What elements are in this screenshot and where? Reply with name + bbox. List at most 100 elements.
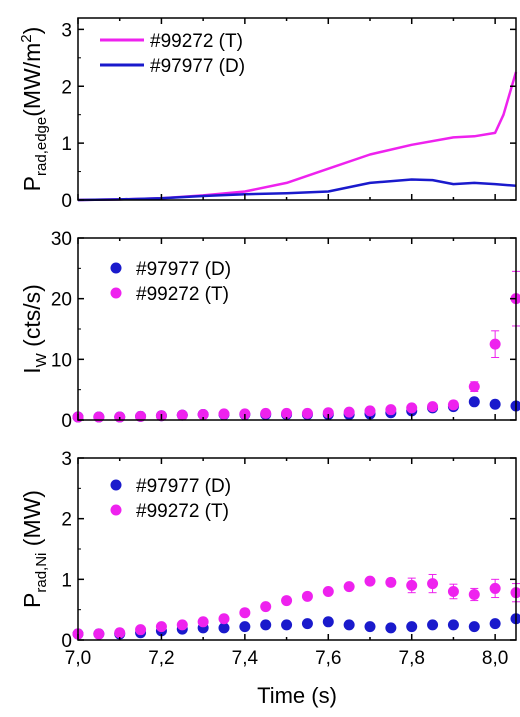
y-tick-label: 2 (61, 77, 72, 98)
data-point (489, 582, 501, 594)
panel-radiated-edge-plot (77, 71, 518, 202)
y-tick-label: 0 (61, 631, 72, 652)
data-point (239, 408, 251, 420)
data-point (468, 396, 480, 408)
legend-label: #99272 (T) (150, 31, 243, 52)
data-point (176, 619, 188, 631)
panel-radiated-ni-plot (72, 573, 520, 640)
data-point (93, 411, 105, 423)
legend-marker (110, 262, 122, 274)
data-point (260, 601, 272, 613)
data-point (197, 616, 209, 628)
data-point (427, 401, 439, 413)
data-point (93, 628, 105, 640)
data-point (301, 590, 313, 602)
x-tick-label: 7,6 (315, 648, 341, 669)
data-point (301, 618, 313, 630)
series-line (77, 178, 517, 202)
x-tick-label: 7,8 (399, 648, 425, 669)
data-point (385, 404, 397, 416)
data-point (155, 621, 167, 633)
data-point (468, 589, 480, 600)
y-tick-label: 20 (51, 290, 72, 311)
legend-label: #99272 (T) (136, 284, 229, 305)
legend-marker (110, 287, 122, 299)
data-point (385, 622, 397, 634)
panel-radiated-edge-frame (77, 17, 517, 201)
data-point (114, 627, 126, 639)
legend-marker (110, 504, 122, 516)
x-tick-label: 7,2 (148, 648, 174, 669)
data-point (427, 578, 439, 590)
data-point (135, 410, 147, 422)
data-point (427, 619, 439, 631)
data-point (239, 621, 251, 633)
data-point (406, 579, 418, 591)
data-point (364, 621, 376, 633)
data-point (364, 405, 376, 417)
data-point (322, 407, 334, 419)
data-point (218, 408, 230, 420)
data-point (468, 381, 480, 393)
panel-radiated-edge-ylabel: Prad,edge(MW/m2) (18, 27, 50, 192)
data-point (176, 409, 188, 421)
data-point (489, 338, 501, 350)
y-tick-label: 0 (61, 191, 72, 212)
data-point (197, 409, 209, 421)
legend-label: #97977 (D) (136, 476, 231, 497)
data-point (260, 407, 272, 419)
y-tick-label: 3 (61, 449, 72, 470)
panel-tungsten-intensity: IW (cts/s) 0 10 20 30 #97977 (D) #99272 (T) (19, 229, 520, 432)
panel-tungsten-intensity-ylabel: IW (cts/s) (19, 284, 50, 374)
panel-radiated-ni-xticks: 7,0 7,2 7,4 7,6 7,8 8,0 (65, 458, 508, 669)
panel-radiated-edge-yticks: 0 1 2 3 (61, 18, 516, 212)
x-tick-label: 7,0 (65, 648, 91, 669)
data-point (281, 595, 293, 607)
data-point (218, 613, 230, 625)
series-line (77, 71, 518, 202)
y-tick-label: 3 (61, 20, 72, 41)
x-axis-label: Time (s) (257, 683, 337, 708)
data-point (343, 619, 355, 631)
data-point (406, 621, 418, 633)
y-tick-label: 0 (61, 411, 72, 432)
data-point (239, 607, 251, 619)
legend-label: #97977 (D) (136, 259, 231, 280)
legend-label: #97977 (D) (150, 56, 245, 77)
y-tick-label: 1 (61, 570, 72, 591)
y-tick-label: 10 (51, 350, 72, 371)
data-point (322, 585, 334, 597)
panel-radiated-edge-legend: #99272 (T) #97977 (D) (100, 31, 245, 77)
panel-radiated-ni-ylabel: Prad,Ni (MW) (19, 490, 50, 608)
legend-marker (110, 479, 122, 491)
data-point (343, 581, 355, 593)
data-point (447, 399, 459, 411)
y-tick-label: 2 (61, 510, 72, 531)
data-point (281, 619, 293, 631)
panel-tungsten-intensity-legend: #97977 (D) #99272 (T) (110, 259, 231, 305)
legend-label: #99272 (T) (136, 501, 229, 522)
data-point (468, 621, 480, 633)
data-point (489, 618, 501, 630)
data-point (447, 619, 459, 631)
data-point (135, 624, 147, 636)
panel-radiated-edge: Prad,edge(MW/m2) 0 1 2 3 #99272 (T) #97977 (… (18, 17, 518, 212)
data-point (343, 406, 355, 418)
panel-radiated-ni-legend: #97977 (D) #99272 (T) (110, 476, 231, 522)
data-point (447, 585, 459, 597)
panel-radiated-ni-yticks: 0 1 2 3 (61, 449, 516, 652)
data-point (489, 398, 501, 410)
data-point (260, 619, 272, 631)
data-point (218, 622, 230, 634)
panel-radiated-ni: Prad,Ni (MW) 0 1 2 3 7,0 7,2 7,4 7,6 7,8 8,0 #97… (19, 449, 520, 669)
x-tick-label: 7,4 (232, 648, 259, 669)
data-point (364, 575, 376, 587)
data-point (301, 407, 313, 419)
panel-tungsten-intensity-yticks: 0 10 20 30 (51, 229, 516, 432)
data-point (322, 616, 334, 628)
data-point (406, 402, 418, 414)
data-point (114, 411, 126, 423)
y-tick-label: 30 (51, 229, 72, 250)
data-point (281, 407, 293, 419)
